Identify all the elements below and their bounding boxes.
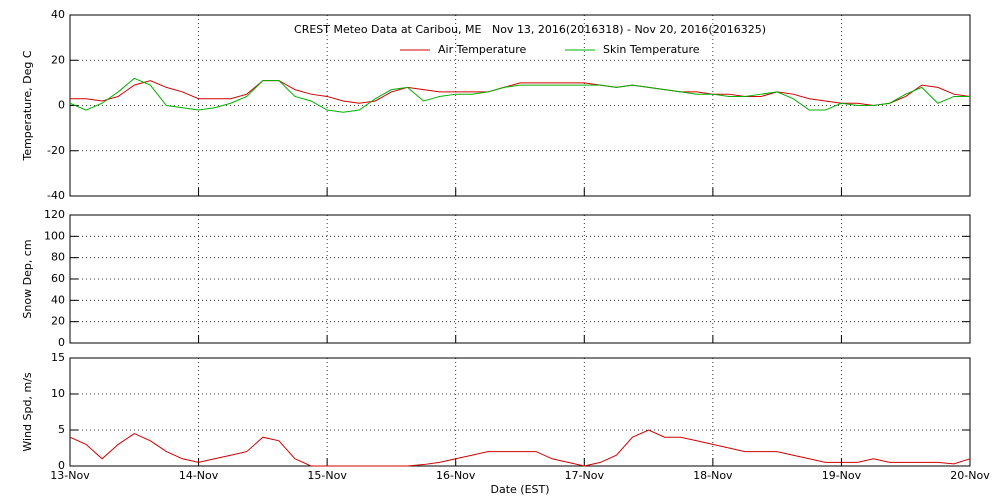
x-tick-label: 16-Nov — [436, 469, 476, 482]
y-tick-label: 20 — [51, 53, 65, 66]
y-tick-label: 15 — [51, 351, 65, 364]
y-tick-label: 100 — [44, 229, 65, 242]
x-tick-label: 18-Nov — [693, 469, 733, 482]
y-tick-label: 80 — [51, 251, 65, 264]
y-axis-label: Wind Spd, m/s — [21, 372, 34, 452]
chart-title: CREST Meteo Data at Caribou, ME Nov 13, … — [294, 23, 766, 36]
y-axis-label: Temperature, Deg C — [21, 50, 34, 161]
y-tick-label: 0 — [58, 99, 65, 112]
plot-frame — [69, 357, 971, 467]
y-tick-label: 120 — [44, 208, 65, 221]
data-line — [69, 429, 971, 467]
y-tick-label: 40 — [51, 8, 65, 21]
x-tick-label: 15-Nov — [307, 469, 347, 482]
data-line — [69, 77, 970, 113]
y-axis-label: Snow Dep, cm — [21, 239, 34, 318]
x-tick-label: 20-Nov — [950, 469, 990, 482]
data-line — [70, 80, 971, 107]
legend-label: Skin Temperature — [603, 43, 700, 56]
y-tick-label: 0 — [58, 336, 65, 349]
y-tick-label: 5 — [58, 423, 65, 436]
y-tick-label: 10 — [51, 387, 65, 400]
x-tick-label: 13-Nov — [50, 469, 90, 482]
y-tick-label: 20 — [51, 315, 65, 328]
x-axis-label: Date (EST) — [490, 483, 549, 496]
x-tick-label: 14-Nov — [179, 469, 219, 482]
y-tick-label: 60 — [51, 272, 65, 285]
y-tick-label: -40 — [47, 189, 65, 202]
legend-label: Air Temperature — [438, 43, 527, 56]
y-tick-label: -20 — [47, 144, 65, 157]
y-tick-label: 40 — [51, 293, 65, 306]
x-tick-label: 19-Nov — [822, 469, 862, 482]
x-tick-label: 17-Nov — [565, 469, 605, 482]
y-tick-label: 0 — [58, 459, 65, 472]
